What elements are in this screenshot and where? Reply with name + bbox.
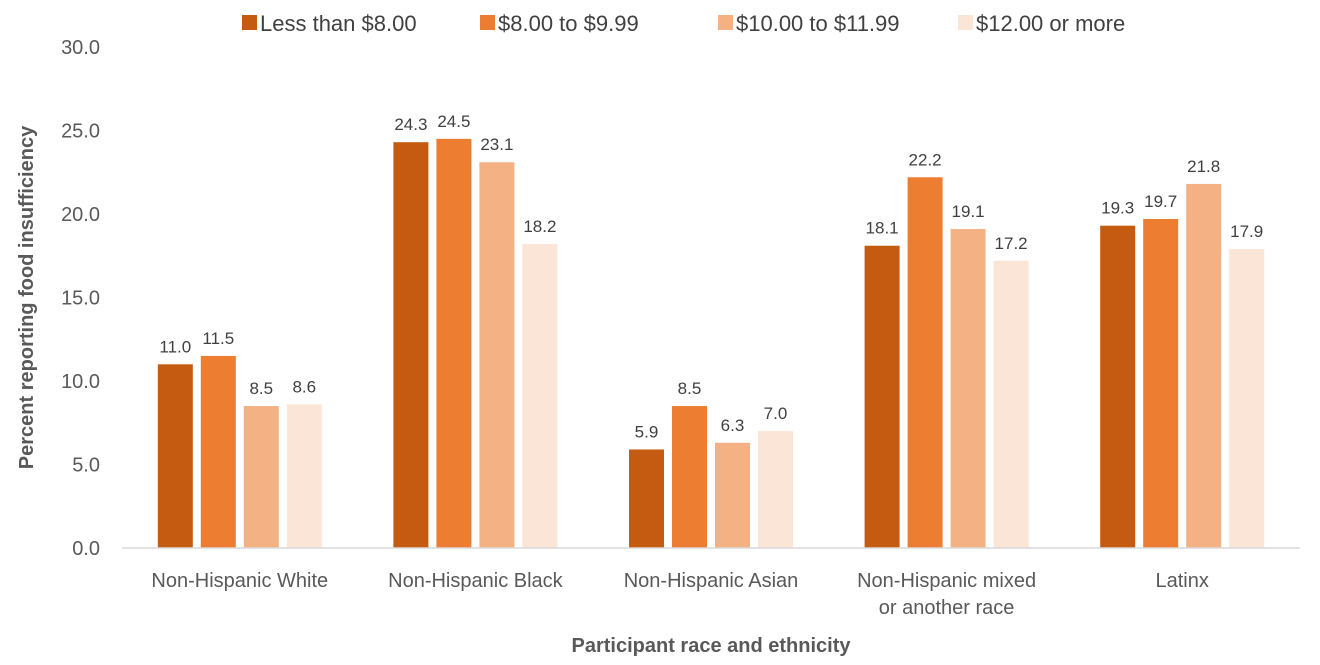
bar [479,162,515,549]
bar [629,449,664,548]
bar [864,245,900,549]
legend-swatch [958,15,973,30]
bar [1143,219,1179,548]
bar [522,244,558,548]
legend-label: Less than $8.00 [260,11,417,36]
category-label: Non-Hispanic Black [388,570,564,592]
bar [758,431,793,548]
data-label: 6.3 [721,416,745,435]
data-label: 11.0 [159,337,191,356]
legend-label: $12.00 or more [976,11,1125,36]
category-label: Non-Hispanic Asian [624,570,799,592]
legend-label: $8.00 to $9.99 [498,11,639,36]
category-label: Latinx [1156,570,1209,592]
bar [200,355,236,548]
legend-item: $12.00 or more [958,11,1125,36]
data-label: 8.5 [249,379,273,398]
legend: Less than $8.00 $8.00 to $9.99 $10.00 to $… [242,11,1125,36]
y-tick-label: 25.0 [61,121,100,143]
data-label: 21.8 [1187,157,1220,176]
data-label: 5.9 [635,422,659,441]
category-label: Non-Hispanic White [151,570,328,592]
data-label: 18.2 [523,217,556,236]
data-label: 24.5 [437,112,470,131]
data-label: 19.7 [1144,192,1177,211]
y-tick-label: 30.0 [61,37,100,59]
x-axis-title: Participant race and ethnicity [572,635,852,657]
data-label: 24.3 [394,115,427,134]
legend-label: $10.00 to $11.99 [736,11,900,36]
bar [672,406,707,548]
category-label: Non-Hispanic mixed or another race [857,570,1036,619]
bar [993,260,1029,548]
data-label: 23.1 [480,135,513,154]
bar [157,364,193,548]
bar [715,442,750,548]
data-label: 17.2 [995,234,1028,253]
data-label: 18.1 [866,219,899,238]
data-label: 11.5 [202,329,234,348]
y-axis: 0.0 5.0 10.0 15.0 20.0 25.0 30.0 [61,37,100,560]
bar [907,177,943,548]
data-label: 8.6 [292,377,316,396]
data-label: 8.5 [678,379,702,398]
legend-swatch [480,15,495,30]
legend-item: $8.00 to $9.99 [480,11,639,36]
x-axis: Non-Hispanic White Non-Hispanic Black Non-… [151,570,1208,619]
legend-item: Less than $8.00 [242,11,417,36]
data-label: 17.9 [1230,222,1263,241]
bars [157,138,1265,549]
y-tick-label: 5.0 [72,455,100,477]
bar [436,138,472,548]
data-label: 7.0 [764,404,788,423]
data-label: 22.2 [909,150,942,169]
bar [393,142,429,548]
bar [1186,183,1222,548]
legend-swatch [718,15,733,30]
legend-item: $10.00 to $11.99 [718,11,900,36]
bar [1229,249,1265,548]
bar [286,404,322,548]
bar [950,229,986,548]
data-label: 19.3 [1101,199,1134,218]
legend-swatch [242,15,257,30]
y-tick-label: 20.0 [61,204,100,226]
y-tick-label: 10.0 [61,371,100,393]
y-axis-title: Percent reporting food insufficiency [16,125,38,469]
y-tick-label: 0.0 [72,538,100,560]
y-tick-label: 15.0 [61,288,100,310]
data-labels: 11.0 11.5 8.5 8.6 24.3 24.5 23.1 18.2 5.9 8.5 6.3 7… [159,112,1263,442]
bar [243,406,279,548]
data-label: 19.1 [952,202,985,221]
bar [1100,225,1136,548]
